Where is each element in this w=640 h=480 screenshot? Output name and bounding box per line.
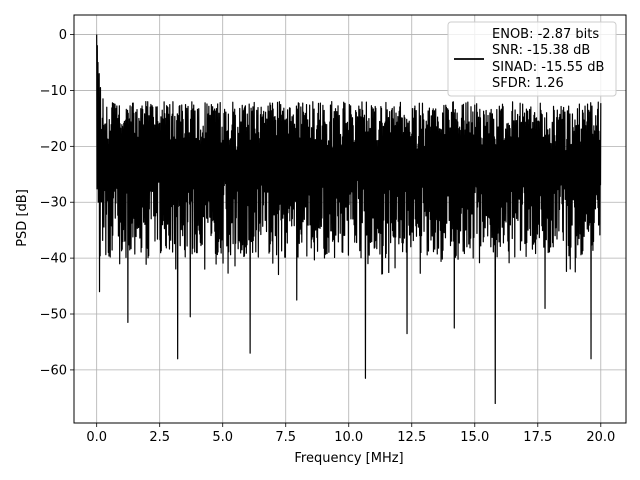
legend-sfdr: SFDR: 1.26 [492,76,564,91]
y-tick-label: 0 [59,28,67,43]
y-tick-label: −50 [40,308,67,323]
x-axis-ticks: 0.0 2.5 5.0 7.5 10.0 12.5 15.0 17.5 20.0 [86,423,615,445]
x-tick-label: 15.0 [460,430,489,445]
y-axis-ticks: 0 −10 −20 −30 −40 −50 −60 [40,28,74,378]
x-tick-label: 2.5 [149,430,170,445]
x-tick-label: 5.0 [212,430,233,445]
x-tick-label: 7.5 [275,430,296,445]
legend-sinad: SINAD: -15.55 dB [492,60,604,75]
y-tick-label: −30 [40,196,67,211]
x-tick-label: 0.0 [86,430,107,445]
x-tick-label: 20.0 [586,430,615,445]
x-axis-label: Frequency [MHz] [294,451,403,466]
legend-enob: ENOB: -2.87 bits [492,27,599,42]
psd-series [96,34,602,405]
legend-snr: SNR: -15.38 dB [492,43,590,58]
x-tick-label: 12.5 [397,430,426,445]
y-tick-label: −20 [40,140,67,155]
psd-line [96,34,602,405]
y-tick-label: −10 [40,84,67,99]
legend-box [447,21,617,97]
legend: ENOB: -2.87 bits SNR: -15.38 dB SINAD: -… [447,21,617,97]
x-tick-label: 17.5 [523,430,552,445]
y-axis-label: PSD [dB] [15,189,30,247]
x-tick-label: 10.0 [334,430,363,445]
y-tick-label: −40 [40,252,67,267]
y-tick-label: −60 [40,363,67,378]
plot-frame [73,14,627,424]
